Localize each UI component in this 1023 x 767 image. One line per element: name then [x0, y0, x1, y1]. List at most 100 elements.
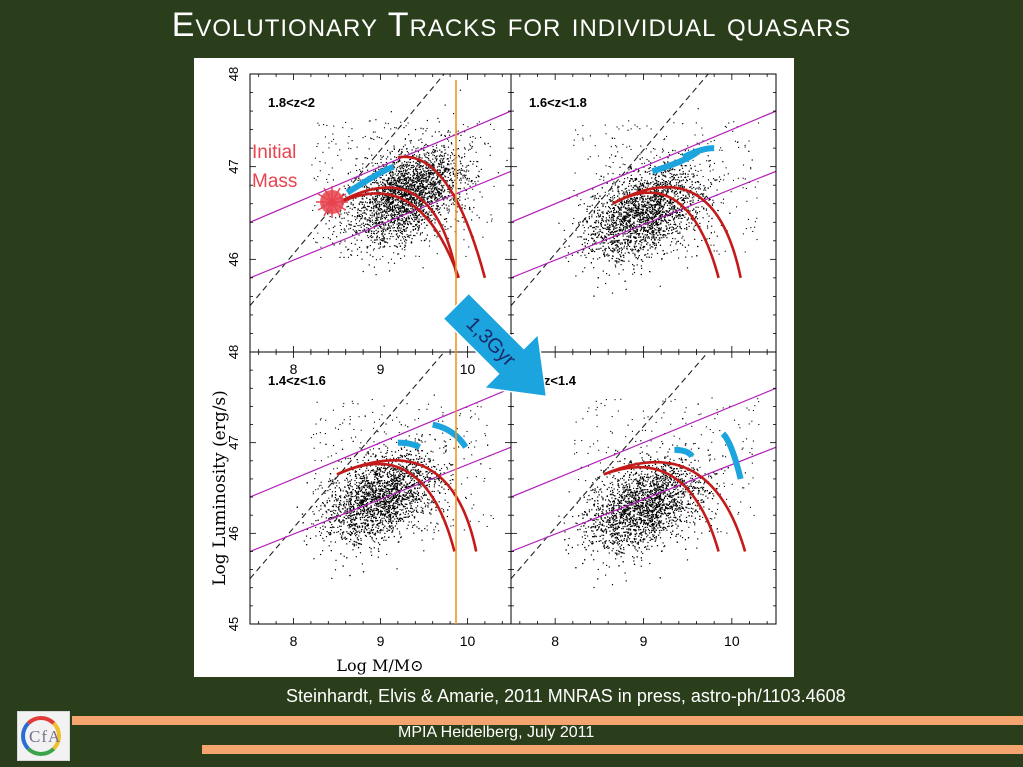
- scatter-point: [408, 165, 410, 167]
- scatter-point: [374, 221, 376, 224]
- scatter-point: [398, 177, 400, 179]
- scatter-point: [655, 198, 657, 200]
- scatter-point: [395, 238, 397, 240]
- scatter-point: [415, 129, 417, 131]
- scatter-point: [411, 149, 413, 151]
- scatter-point: [653, 235, 655, 237]
- scatter-point: [384, 194, 386, 196]
- scatter-point: [607, 223, 609, 225]
- scatter-point: [446, 209, 448, 211]
- scatter-point: [351, 250, 353, 252]
- scatter-point: [425, 238, 427, 240]
- scatter-point: [612, 201, 614, 203]
- scatter-point: [403, 163, 405, 166]
- scatter-point: [375, 239, 377, 241]
- scatter-point: [426, 151, 428, 153]
- scatter-point: [598, 216, 600, 218]
- scatter-point: [452, 181, 454, 183]
- scatter-point: [602, 270, 604, 272]
- scatter-point: [640, 239, 642, 241]
- scatter-point: [650, 231, 653, 233]
- scatter-point: [648, 226, 650, 229]
- scatter-point: [360, 218, 362, 220]
- scatter-point: [603, 220, 605, 222]
- scatter-point: [662, 200, 664, 202]
- scatter-point: [422, 128, 424, 130]
- scatter-point: [597, 197, 600, 200]
- scatter-point: [442, 186, 444, 189]
- scatter-point: [642, 209, 644, 211]
- scatter-point: [343, 228, 345, 230]
- scatter-point: [661, 178, 663, 180]
- scatter-point: [587, 205, 589, 207]
- scatter-point: [620, 229, 622, 231]
- scatter-point: [401, 201, 403, 203]
- scatter-point: [392, 224, 394, 226]
- scatter-point: [464, 175, 466, 177]
- scatter-point: [382, 211, 384, 214]
- scatter-point: [402, 201, 404, 203]
- scatter-point: [412, 198, 414, 200]
- scatter-point: [622, 222, 624, 225]
- scatter-point: [606, 195, 608, 197]
- scatter-point: [387, 201, 389, 203]
- scatter-point: [402, 203, 404, 205]
- scatter-point: [369, 229, 371, 231]
- scatter-point: [698, 198, 700, 200]
- scatter-point: [412, 213, 414, 215]
- scatter-point: [627, 251, 629, 253]
- scatter-outlier: [326, 124, 328, 126]
- scatter-outlier: [396, 220, 398, 222]
- scatter-point: [671, 191, 673, 193]
- scatter-point: [407, 173, 409, 175]
- scatter-point: [423, 208, 425, 210]
- scatter-point: [414, 202, 416, 204]
- scatter-point: [612, 213, 614, 216]
- scatter-outlier: [493, 185, 495, 187]
- scatter-point: [415, 219, 417, 221]
- scatter-point: [422, 218, 424, 220]
- scatter-point: [443, 218, 446, 220]
- scatter-point: [444, 149, 446, 151]
- scatter-point: [418, 186, 420, 188]
- scatter-outlier: [489, 146, 491, 148]
- scatter-point: [667, 233, 669, 235]
- scatter-point: [430, 161, 432, 163]
- scatter-point: [426, 198, 428, 200]
- scatter-point: [392, 161, 394, 163]
- scatter-point: [369, 210, 371, 212]
- scatter-point: [432, 186, 434, 188]
- scatter-point: [435, 208, 437, 210]
- scatter-point: [689, 210, 691, 212]
- scatter-point: [690, 189, 692, 191]
- scatter-point: [407, 152, 409, 154]
- scatter-point: [424, 187, 426, 189]
- scatter-point: [357, 215, 359, 217]
- scatter-point: [636, 220, 638, 222]
- scatter-point: [438, 194, 440, 196]
- scatter-point: [421, 232, 423, 234]
- scatter-point: [368, 205, 370, 208]
- scatter-point: [367, 224, 369, 226]
- scatter-point: [410, 195, 412, 197]
- scatter-point: [366, 227, 368, 229]
- scatter-point: [421, 196, 423, 198]
- scatter-outlier: [415, 170, 417, 172]
- scatter-point: [650, 228, 653, 230]
- scatter-point: [432, 149, 434, 151]
- scatter-point: [405, 198, 407, 200]
- scatter-point: [404, 208, 406, 210]
- scatter-point: [416, 173, 418, 175]
- scatter-point: [380, 198, 382, 200]
- scatter-point: [370, 209, 372, 212]
- scatter-point: [385, 158, 388, 160]
- scatter-point: [649, 216, 651, 218]
- scatter-point: [710, 182, 712, 184]
- scatter-point: [436, 205, 438, 207]
- scatter-point: [386, 210, 388, 212]
- scatter-point: [357, 179, 359, 182]
- scatter-point: [426, 157, 428, 159]
- scatter-outlier: [446, 218, 448, 220]
- scatter-point: [629, 245, 631, 247]
- scatter-point: [619, 166, 621, 168]
